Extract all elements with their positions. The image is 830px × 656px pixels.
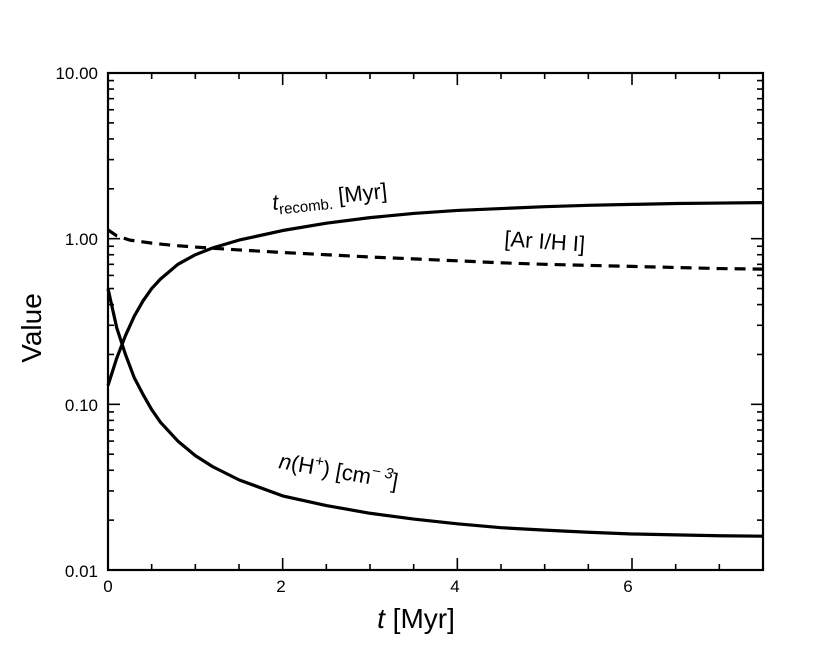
y-tick-label: 0.10 [65,396,98,415]
annotation-trecomb: trecomb. [Myr] [271,178,389,219]
x-axis-title: t [Myr] [377,603,455,634]
series-lines [106,201,764,538]
series-nh-line [106,288,764,538]
series-ar-hi-line [107,228,764,271]
x-tick-label: 4 [450,577,459,596]
annotation-nh: n(H+) [cm− 3] [277,446,400,494]
plot-frame [106,71,765,572]
y-tick-label: 1.00 [65,230,98,249]
x-tick-label: 0 [103,577,112,596]
series-trecomb-line [106,201,764,386]
y-tick-label: 10.00 [55,64,98,83]
y-tick-label: 0.01 [65,562,98,581]
annotation-ar-hi: [Ar I/H I] [504,226,586,257]
y-tick-labels: 10.00 1.00 0.10 0.01 [55,64,98,581]
x-tick-label: 2 [276,577,285,596]
y-axis-title: Value [16,293,47,363]
x-tick-labels: 0 2 4 6 [103,577,632,596]
x-tick-label: 6 [623,577,632,596]
axis-ticks [107,72,764,571]
